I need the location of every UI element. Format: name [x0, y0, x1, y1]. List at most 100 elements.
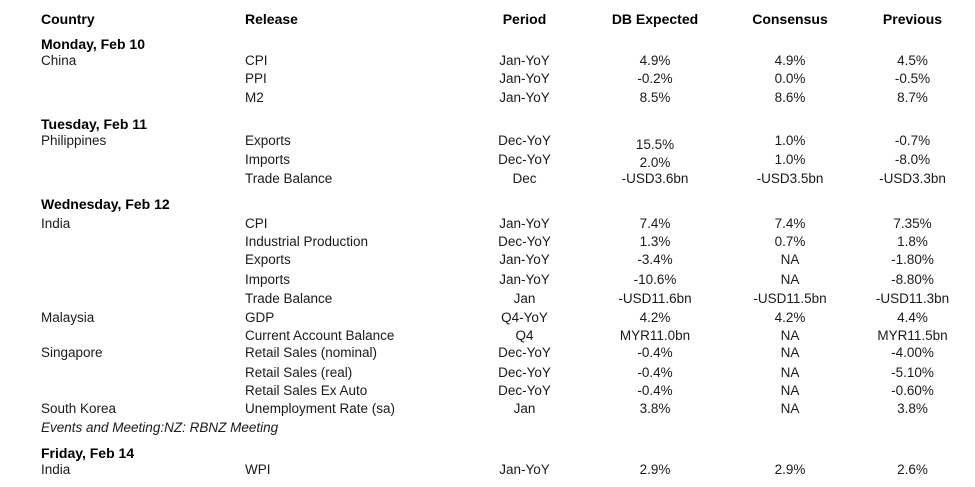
cell-db-expected: 2.9%: [639, 462, 671, 477]
table-row: Imports Dec-YoY 2.0% 1.0% -8.0%: [0, 151, 975, 170]
cell-period: Dec-YoY: [498, 345, 551, 360]
cell-consensus: -USD3.5bn: [756, 171, 824, 186]
cell-db-expected: -0.4%: [637, 345, 673, 360]
cell-consensus: NA: [780, 383, 800, 398]
header-consensus: Consensus: [752, 11, 828, 27]
cell-db-expected: MYR11.0bn: [619, 328, 691, 343]
day-label: Friday, Feb 14: [41, 445, 135, 461]
cell-previous: -8.0%: [894, 152, 931, 167]
cell-previous: 3.8%: [897, 401, 928, 416]
cell-consensus: NA: [780, 345, 800, 360]
header-previous: Previous: [882, 11, 943, 27]
table-row: India WPI Jan-YoY 2.9% 2.9% 2.6%: [0, 461, 975, 479]
cell-release: Trade Balance: [245, 291, 333, 306]
cell-period: Dec-YoY: [498, 152, 551, 167]
cell-release: CPI: [245, 53, 268, 68]
table-row: Exports Jan-YoY -3.4% NA -1.80%: [0, 251, 975, 269]
cell-period: Dec-YoY: [498, 383, 551, 398]
events-note: Events and Meeting:NZ: RBNZ Meeting: [0, 419, 975, 437]
cell-release: CPI: [245, 216, 268, 231]
cell-consensus: 7.4%: [774, 216, 806, 231]
cell-consensus: NA: [780, 252, 800, 267]
cell-consensus: 4.9%: [774, 53, 806, 68]
cell-db-expected: -3.4%: [637, 252, 673, 267]
table-row: China CPI Jan-YoY 4.9% 4.9% 4.5%: [0, 52, 975, 70]
cell-previous: MYR11.5bn: [877, 328, 948, 343]
table-row: India CPI Jan-YoY 7.4% 7.4% 7.35%: [0, 215, 975, 233]
cell-period: Jan-YoY: [499, 216, 550, 231]
header-country: Country: [41, 11, 95, 27]
cell-country: India: [41, 216, 71, 231]
cell-previous: 8.7%: [897, 90, 928, 105]
table-row: PPI Jan-YoY -0.2% 0.0% -0.5%: [0, 70, 975, 88]
cell-consensus: 0.0%: [774, 71, 806, 86]
cell-db-expected: -USD11.6bn: [618, 291, 692, 306]
cell-release: PPI: [245, 71, 267, 86]
cell-country: China: [41, 53, 77, 68]
cell-consensus: NA: [780, 272, 800, 287]
events-note-text: Events and Meeting:NZ: RBNZ Meeting: [41, 420, 279, 435]
header-release: Release: [245, 11, 298, 27]
cell-db-expected: 2.0%: [639, 155, 671, 170]
cell-consensus: NA: [780, 365, 800, 380]
table-row: M2 Jan-YoY 8.5% 8.6% 8.7%: [0, 89, 975, 107]
cell-release: Retail Sales Ex Auto: [245, 383, 368, 398]
cell-db-expected: 7.4%: [639, 216, 671, 231]
cell-country: Singapore: [41, 345, 103, 360]
header-db-expected: DB Expected: [611, 11, 699, 27]
cell-db-expected: -0.4%: [637, 365, 673, 380]
cell-period: Jan-YoY: [499, 90, 550, 105]
cell-db-expected: 4.9%: [639, 53, 671, 68]
cell-period: Dec-YoY: [498, 365, 551, 380]
cell-country: India: [41, 462, 71, 477]
cell-db-expected: 8.5%: [639, 90, 671, 105]
cell-consensus: 4.2%: [774, 310, 806, 325]
cell-db-expected: -0.4%: [637, 383, 673, 398]
cell-period: Dec-YoY: [498, 133, 551, 148]
cell-db-expected: 4.2%: [639, 310, 671, 325]
cell-period: Jan-YoY: [499, 53, 550, 68]
cell-country: Philippines: [41, 133, 107, 148]
table-header: Country Release Period DB Expected Conse…: [0, 10, 975, 28]
cell-db-expected: -10.6%: [633, 272, 677, 287]
day-heading: Monday, Feb 10: [0, 35, 975, 53]
cell-db-expected: 15.5%: [635, 137, 675, 152]
day-heading: Friday, Feb 14: [0, 444, 975, 462]
cell-db-expected: 1.3%: [639, 234, 671, 249]
cell-previous: -4.00%: [891, 345, 934, 360]
cell-consensus: -USD11.5bn: [753, 291, 827, 306]
table-row: Malaysia GDP Q4-YoY 4.2% 4.2% 4.4%: [0, 309, 975, 327]
table-row: Trade Balance Dec -USD3.6bn -USD3.5bn -U…: [0, 170, 975, 188]
cell-period: Jan: [513, 401, 536, 416]
cell-release: Imports: [245, 152, 291, 167]
cell-release: GDP: [245, 310, 275, 325]
cell-country: South Korea: [41, 401, 117, 416]
cell-previous: -USD11.3bn: [875, 291, 950, 306]
cell-period: Q4-YoY: [501, 310, 548, 325]
cell-period: Dec-YoY: [498, 234, 551, 249]
cell-period: Dec: [512, 171, 537, 186]
cell-release: Exports: [245, 252, 291, 267]
cell-release: Exports: [245, 133, 291, 148]
cell-period: Jan-YoY: [499, 71, 550, 86]
cell-release: Industrial Production: [245, 234, 369, 249]
cell-consensus: 2.9%: [774, 462, 806, 477]
cell-consensus: 0.7%: [774, 234, 806, 249]
table-row: Trade Balance Jan -USD11.6bn -USD11.5bn …: [0, 290, 975, 308]
cell-release: Imports: [245, 272, 291, 287]
cell-previous: -0.60%: [891, 383, 934, 398]
cell-release: Retail Sales (real): [245, 365, 353, 380]
cell-consensus: 8.6%: [774, 90, 806, 105]
cell-period: Jan-YoY: [499, 462, 550, 477]
cell-release: WPI: [245, 462, 271, 477]
cell-previous: 4.4%: [897, 310, 928, 325]
cell-period: Jan-YoY: [499, 252, 550, 267]
cell-db-expected: -USD3.6bn: [621, 171, 689, 186]
day-label: Monday, Feb 10: [41, 36, 145, 52]
day-heading: Wednesday, Feb 12: [0, 195, 975, 213]
cell-period: Jan: [513, 291, 536, 306]
day-heading: Tuesday, Feb 11: [0, 115, 975, 133]
cell-release: Retail Sales (nominal): [245, 345, 378, 360]
day-label: Tuesday, Feb 11: [41, 116, 148, 132]
table-row: South Korea Unemployment Rate (sa) Jan 3…: [0, 400, 975, 418]
